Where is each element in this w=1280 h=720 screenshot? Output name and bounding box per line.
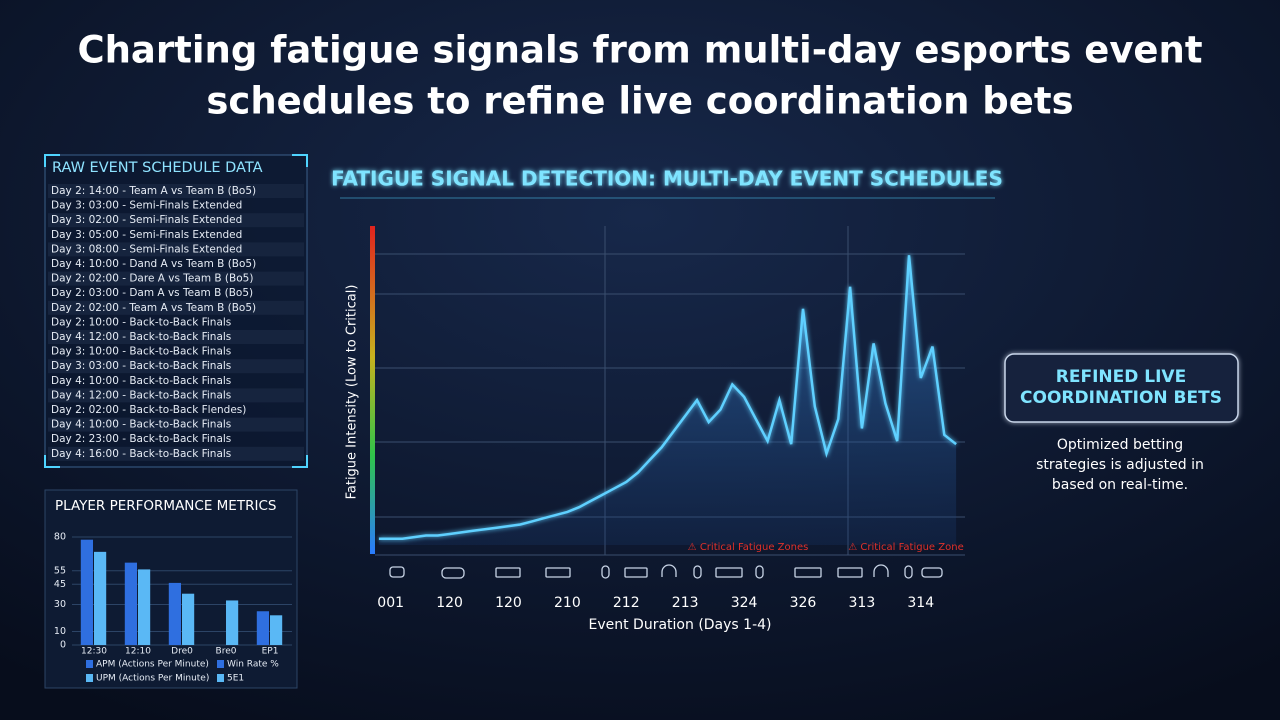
panel-corners xyxy=(44,154,308,468)
row-stripe xyxy=(48,184,304,198)
legend-label: 5E1 xyxy=(227,674,244,684)
x-tick-label: 213 xyxy=(672,595,699,611)
row-stripe xyxy=(48,359,304,374)
schedule-row: Day 4: 12:00 - Back-to-Back Finals xyxy=(51,389,231,401)
legend-swatch xyxy=(217,674,224,682)
bar xyxy=(256,611,269,645)
row-stripe xyxy=(48,388,304,403)
row-stripe xyxy=(48,330,304,344)
schedule-row: Day 4: 16:00 - Back-to-Back Finals xyxy=(51,448,231,460)
card-text: Optimized betting xyxy=(1057,437,1183,453)
annotation: ⚠ Critical Fatigue Zones xyxy=(688,542,809,553)
schedule-row: Day 4: 10:00 - Back-to-Back Finals xyxy=(51,419,231,431)
card-text: strategies is adjusted in xyxy=(1036,457,1204,473)
x-axis-title: Event Duration (Days 1-4) xyxy=(589,617,772,633)
y-tick-label: 10 xyxy=(54,626,66,637)
x-tick-label: 120 xyxy=(495,595,522,611)
line xyxy=(378,255,957,540)
device-icons xyxy=(389,564,943,579)
row-stripe xyxy=(48,213,304,228)
x-tick-label: 313 xyxy=(849,595,876,611)
x-tick-label: 324 xyxy=(731,595,758,611)
annotation: ⚠ Critical Fatigue Zone xyxy=(848,542,963,553)
legend-label: Win Rate % xyxy=(227,660,279,670)
bar xyxy=(270,615,283,645)
schedule-row: Day 3: 05:00 - Semi-Finals Extended xyxy=(51,229,242,241)
schedule-row: Day 3: 10:00 - Back-to-Back Finals xyxy=(51,346,231,358)
legend-label: APM (Actions Per Minute) xyxy=(96,660,209,670)
schedule-row: Day 2: 02:00 - Team A vs Team B (Bo5) xyxy=(51,302,256,314)
schedule-row: Day 3: 08:00 - Semi-Finals Extended xyxy=(51,243,242,255)
chart-title: FATIGUE SIGNAL DETECTION: MULTI-DAY EVEN… xyxy=(331,167,1003,191)
bar xyxy=(124,562,137,645)
page-title: schedules to refine live coordination be… xyxy=(206,80,1073,123)
legend-swatch xyxy=(86,660,93,668)
schedule-heading: RAW EVENT SCHEDULE DATA xyxy=(52,160,263,176)
x-tick-label: EP1 xyxy=(262,647,279,657)
schedule-row: Day 4: 10:00 - Back-to-Back Finals xyxy=(51,375,231,387)
card-title: COORDINATION BETS xyxy=(1020,388,1222,408)
schedule-row: Day 2: 03:00 - Dam A vs Team B (Bo5) xyxy=(51,287,253,299)
y-tick-label: 45 xyxy=(54,579,66,590)
schedule-row: Day 2: 02:00 - Back-to-Back Flendes) xyxy=(51,404,246,416)
x-tick-label: 001 xyxy=(377,595,404,611)
row-stripe xyxy=(48,242,304,257)
row-stripe xyxy=(48,417,304,432)
schedule-row: Day 2: 14:00 - Team A vs Team B (Bo5) xyxy=(51,185,256,197)
x-tick-label: 314 xyxy=(907,595,934,611)
line-chart: 001 120 120 210 212 213 324 326 313 314 xyxy=(377,255,957,611)
schedule-list: Day 2: 14:00 - Team A vs Team B (Bo5) Day… xyxy=(48,184,304,461)
x-tick-label: 120 xyxy=(436,595,463,611)
x-tick-label: 326 xyxy=(790,595,817,611)
legend-swatch xyxy=(217,660,224,668)
schedule-row: Day 2: 23:00 - Back-to-Back Finals xyxy=(51,433,231,445)
bar xyxy=(80,539,93,645)
y-tick-label: 0 xyxy=(60,640,66,651)
bar xyxy=(226,600,239,645)
y-tick-label: 80 xyxy=(54,532,66,543)
x-tick-label: 212 xyxy=(613,595,640,611)
row-stripe xyxy=(48,446,304,461)
schedule-row: Day 3: 03:00 - Semi-Finals Extended xyxy=(51,200,242,212)
legend-label: UPM (Actions Per Minute) xyxy=(96,674,209,684)
schedule-row: Day 4: 10:00 - Dand A vs Team B (Bo5) xyxy=(51,258,256,270)
bets-card xyxy=(1004,353,1239,423)
card-text: based on real-time. xyxy=(1052,477,1188,493)
legend-swatch xyxy=(86,674,93,682)
x-tick-label: Dre0 xyxy=(171,647,193,657)
x-tick-label: 12:30 xyxy=(81,647,107,657)
card-title: REFINED LIVE xyxy=(1056,367,1186,387)
schedule-row: Day 2: 02:00 - Dare A vs Team B (Bo5) xyxy=(51,273,253,285)
schedule-row: Day 2: 10:00 - Back-to-Back Finals xyxy=(51,316,231,328)
y-tick-label: 30 xyxy=(54,599,66,610)
severity-bar xyxy=(370,226,375,554)
bar xyxy=(138,569,151,645)
schedule-row: Day 3: 03:00 - Back-to-Back Finals xyxy=(51,360,231,372)
bar xyxy=(182,593,195,645)
bar xyxy=(168,582,181,645)
schedule-row: Day 3: 02:00 - Semi-Finals Extended xyxy=(51,214,242,226)
row-stripe xyxy=(48,300,304,315)
bar-chart: 0 10 30 45 55 80 12:30 12:10 Dre0 Bre0 EP1 APM (Act… xyxy=(54,532,292,684)
row-stripe xyxy=(48,271,304,286)
x-tick-label: Bre0 xyxy=(216,647,237,657)
x-tick-label: 210 xyxy=(554,595,581,611)
y-tick-label: 55 xyxy=(54,565,66,576)
x-tick-label: 12:10 xyxy=(125,647,151,657)
metrics-title: PLAYER PERFORMANCE METRICS xyxy=(55,498,276,514)
y-axis-title: Fatigue Intensity (Low to Critical) xyxy=(345,285,360,500)
schedule-row: Day 4: 12:00 - Back-to-Back Finals xyxy=(51,331,231,343)
bar xyxy=(94,551,107,645)
area-fill xyxy=(378,255,957,545)
page-title: Charting fatigue signals from multi-day … xyxy=(77,29,1202,72)
